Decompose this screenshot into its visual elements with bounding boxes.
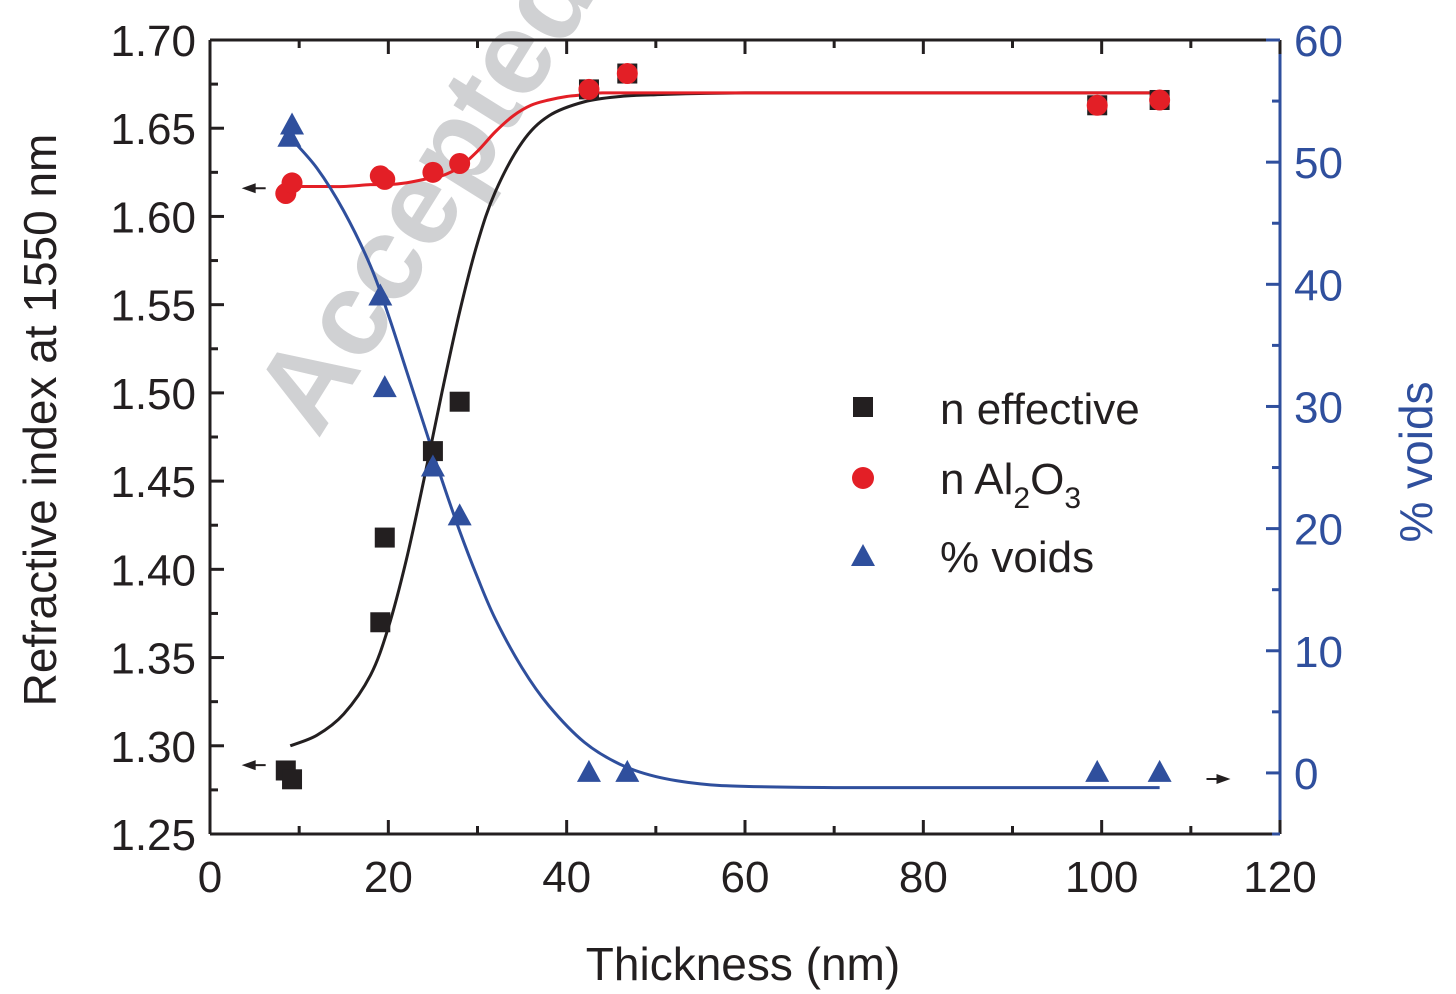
x-tick-label: 0 — [198, 853, 222, 902]
legend-label-voids: % voids — [940, 533, 1094, 582]
n-al2o3-point — [281, 172, 303, 194]
-voids-point — [280, 112, 305, 135]
n-effective-point — [370, 612, 391, 633]
-voids-point — [576, 759, 601, 782]
x-tick-label: 100 — [1065, 853, 1138, 902]
left-y-tick-label: 1.40 — [110, 546, 196, 595]
right-y-tick-label: 10 — [1294, 628, 1343, 677]
right-y-tick-label: 20 — [1294, 506, 1343, 555]
right-y-tick-label: 30 — [1294, 383, 1343, 432]
-voids-point — [420, 454, 445, 477]
n-effective-point — [282, 769, 303, 790]
n-al2o3-point — [578, 78, 600, 100]
left-y-tick-label: 1.50 — [110, 370, 196, 419]
left-y-tick-label: 1.55 — [110, 282, 196, 331]
voids-axis-arrow — [1216, 774, 1231, 785]
x-tick-label: 20 — [364, 853, 413, 902]
-voids-point — [368, 283, 393, 306]
n-al2o3-point — [449, 153, 471, 175]
legend-label-n-effective: n effective — [940, 385, 1140, 434]
n-al2o3-point — [422, 161, 444, 183]
right-y-tick-label: 40 — [1294, 261, 1343, 310]
left-y-tick-label: 1.45 — [110, 458, 196, 507]
-voids-point — [615, 759, 640, 782]
x-axis-title: Thickness (nm) — [586, 938, 900, 990]
legend: n effective n Al2O3 % voids — [851, 385, 1140, 582]
left-y-tick-label: 1.65 — [110, 105, 196, 154]
left-y-tick-label: 1.30 — [110, 723, 196, 772]
n-effective-point — [449, 391, 470, 412]
legend-label-n-al2o3-sub1: 2 — [1013, 482, 1030, 515]
x-tick-label: 120 — [1243, 853, 1316, 902]
n-al2o3-point — [374, 168, 396, 190]
left-y-axis-title: Refractive index at 1550 nm — [14, 134, 66, 707]
axis-arrows — [241, 183, 1231, 785]
-voids-point — [1147, 759, 1172, 782]
legend-label-n-al2o3-sub2: 3 — [1064, 482, 1081, 515]
-voids-point — [372, 375, 397, 398]
x-tick-label: 80 — [899, 853, 948, 902]
left-y-tick-label: 1.25 — [110, 811, 196, 860]
legend-label-n-al2o3-prefix: n Al — [940, 455, 1013, 504]
right-y-axis-title: % voids — [1390, 381, 1442, 542]
right-y-tick-label: 0 — [1294, 750, 1318, 799]
right-y-tick-label: 60 — [1294, 17, 1343, 66]
n-al2o3-point — [1149, 89, 1171, 111]
-voids-point — [447, 503, 472, 526]
left-y-tick-label: 1.35 — [110, 635, 196, 684]
n-al2o3-axis-arrow — [241, 183, 256, 194]
legend-label-n-al2o3-mid: O — [1030, 455, 1064, 504]
legend-marker-circle — [852, 467, 874, 489]
-voids-point — [277, 124, 302, 147]
axis-ticks: 0 20 40 60 80 100 1201.251.301.351.401.451.501… — [110, 17, 1343, 902]
left-y-tick-label: 1.70 — [110, 17, 196, 66]
n-effective-point — [374, 527, 395, 548]
legend-label-n-al2o3: n Al2O3 — [940, 455, 1081, 515]
n-effective-point — [422, 441, 443, 462]
left-y-tick-label: 1.60 — [110, 193, 196, 242]
n-al2o3-point — [1086, 94, 1108, 116]
right-y-tick-label: 50 — [1294, 139, 1343, 188]
-voids-point — [1085, 759, 1110, 782]
legend-marker-square — [853, 397, 873, 417]
n-effective-axis-arrow — [241, 760, 256, 771]
x-tick-label: 60 — [721, 853, 770, 902]
data-markers — [275, 63, 1172, 790]
n-al2o3-point — [616, 63, 638, 85]
x-tick-label: 40 — [542, 853, 591, 902]
legend-marker-triangle — [851, 544, 875, 566]
